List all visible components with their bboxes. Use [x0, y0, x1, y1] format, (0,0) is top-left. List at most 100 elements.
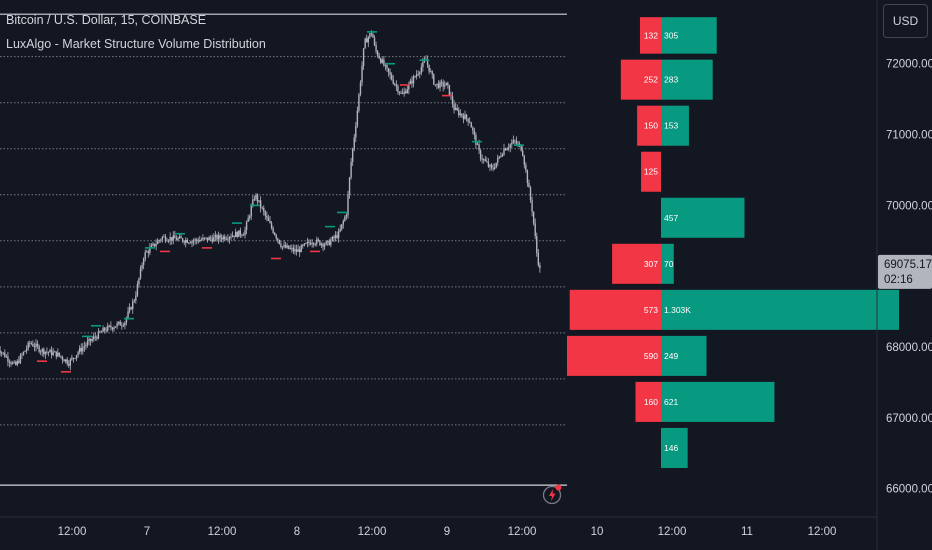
candle-body	[152, 243, 154, 246]
candle-body	[434, 84, 437, 86]
candle-body	[536, 236, 538, 253]
candle-body	[35, 343, 37, 348]
candlestick-series	[0, 30, 541, 371]
candle-body	[267, 217, 270, 221]
candle-body	[247, 218, 249, 222]
candle-body	[440, 81, 443, 83]
candle-body	[359, 82, 362, 95]
indicator-title[interactable]: LuxAlgo - Market Structure Volume Distri…	[6, 37, 266, 51]
candle-body	[428, 64, 430, 72]
candle-body	[534, 223, 536, 237]
candle-body	[161, 236, 164, 240]
candle-body	[341, 224, 343, 230]
candle-body	[185, 239, 187, 243]
candle-body	[205, 237, 207, 239]
candle-body	[97, 331, 100, 339]
candle-body	[378, 55, 380, 59]
candle-body	[245, 221, 248, 230]
candle-body	[124, 322, 126, 326]
candle-body	[206, 237, 209, 241]
candle-body	[400, 93, 402, 94]
time-tick-label: 7	[144, 526, 150, 538]
candle-body	[2, 352, 4, 354]
candle-body	[298, 249, 301, 253]
candle-body	[256, 194, 259, 202]
candle-body	[133, 300, 135, 302]
candle-body	[30, 343, 33, 344]
price-axis[interactable]: 72000.00 71000.00 70000.00 68000.00 67000.00…	[878, 59, 932, 496]
current-price-label: 69075.17	[884, 259, 932, 271]
candle-body	[146, 251, 148, 253]
candle-body	[225, 238, 228, 240]
price-tick-label: 67000.00	[886, 413, 932, 425]
lightning-alert-icon[interactable]	[542, 483, 564, 505]
sell-volume-bar	[567, 335, 661, 376]
candle-body	[333, 236, 335, 239]
buy-volume-label: 153	[664, 121, 678, 131]
candle-body	[114, 326, 117, 328]
candle-body	[102, 327, 104, 332]
sell-volume-bar	[637, 105, 661, 146]
symbol-title[interactable]: Bitcoin / U.S. Dollar, 15, COINBASE	[6, 13, 207, 27]
candle-body	[481, 158, 483, 160]
candle-body	[503, 148, 505, 155]
candle-body	[41, 349, 43, 352]
candle-body	[397, 86, 399, 93]
buy-volume-bar	[661, 243, 674, 284]
sell-volume-label: 125	[644, 167, 658, 177]
candle-body	[253, 198, 256, 200]
candle-body	[210, 237, 212, 239]
candle-body	[486, 161, 488, 163]
time-tick-label: 12:00	[658, 526, 687, 538]
candle-body	[484, 159, 486, 162]
candle-body	[228, 237, 231, 240]
currency-button[interactable]: USD	[883, 4, 928, 38]
candle-body	[414, 76, 416, 78]
candle-body	[4, 352, 6, 358]
candle-body	[231, 235, 234, 237]
candle-body	[386, 64, 388, 69]
candle-body	[58, 352, 61, 356]
buy-volume-label: 457	[664, 213, 678, 223]
candle-body	[52, 352, 54, 356]
candle-body	[8, 361, 11, 363]
buy-volume-bar	[661, 427, 688, 468]
sell-volume-label: 307	[644, 259, 658, 269]
time-tick-label: 8	[294, 526, 300, 538]
candle-body	[292, 247, 295, 252]
candle-body	[136, 284, 139, 296]
candle-body	[489, 164, 491, 167]
volume-profile-grid	[0, 13, 567, 486]
candle-body	[93, 336, 95, 340]
candle-body	[506, 148, 508, 151]
candle-body	[57, 352, 59, 357]
candle-body	[472, 127, 474, 131]
candle-body	[213, 236, 215, 242]
price-tick-label: 71000.00	[886, 130, 932, 142]
candle-body	[444, 85, 446, 87]
market-structure-markers	[37, 31, 524, 373]
volume-distribution-bars: 132 305 252 283 150 153 125 457 307 70 573 1.303K 59…	[567, 17, 899, 468]
candle-body	[348, 177, 351, 195]
candle-body	[447, 82, 449, 85]
candle-body	[147, 251, 150, 253]
candle-body	[334, 235, 337, 239]
candle-body	[458, 110, 460, 116]
candle-body	[415, 74, 418, 77]
candle-body	[392, 79, 394, 84]
candle-body	[216, 235, 218, 240]
candle-body	[417, 74, 419, 75]
candle-body	[166, 240, 168, 242]
time-axis[interactable]: 12:00 7 12:00 8 12:00 9 12:00 10 12:00 11 12:00	[58, 526, 837, 538]
candle-body	[281, 246, 284, 248]
candle-body	[493, 167, 496, 169]
candle-body	[380, 58, 382, 63]
candle-body	[409, 80, 412, 85]
candle-body	[208, 237, 210, 241]
candle-body	[286, 245, 288, 248]
candle-body	[518, 143, 521, 145]
candle-body	[405, 91, 407, 94]
price-tick-label: 68000.00	[886, 342, 932, 354]
